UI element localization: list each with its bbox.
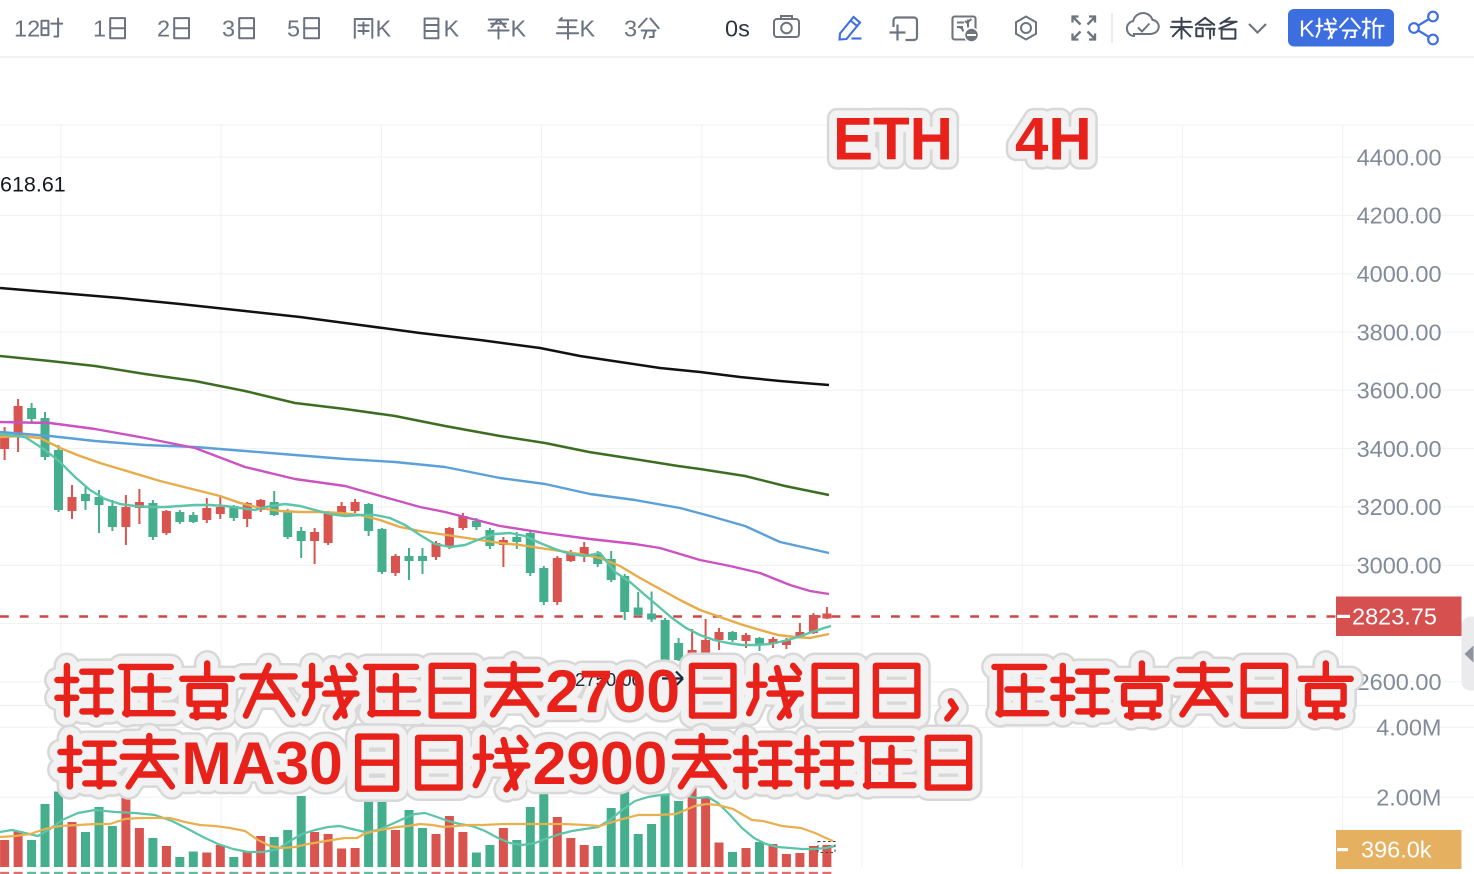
svg-text:2900: 2900: [533, 729, 668, 797]
svg-text:1: 1: [93, 16, 106, 42]
svg-text:3: 3: [222, 16, 235, 42]
svg-text:3000.00: 3000.00: [1357, 553, 1442, 579]
svg-text:0s: 0s: [725, 16, 750, 42]
svg-text:3200.00: 3200.00: [1357, 494, 1442, 520]
svg-text:3400.00: 3400.00: [1357, 436, 1442, 462]
svg-text:4400.00: 4400.00: [1357, 144, 1442, 170]
svg-text:K: K: [511, 16, 527, 42]
svg-text:K: K: [444, 16, 460, 42]
svg-text:ETH: ETH: [833, 106, 953, 173]
svg-text:ETH: ETH: [833, 106, 953, 173]
svg-text:2: 2: [157, 16, 170, 42]
svg-text:MA30: MA30: [181, 729, 342, 797]
svg-text:2750.00: 2750.00: [575, 669, 642, 690]
svg-text:5: 5: [287, 16, 300, 42]
svg-text:ETH: ETH: [833, 106, 953, 173]
svg-text:4H: 4H: [1015, 106, 1092, 173]
svg-text:MA30: MA30: [181, 729, 342, 797]
svg-text:3800.00: 3800.00: [1357, 319, 1442, 345]
svg-text:3: 3: [624, 16, 637, 42]
svg-text:2.00M: 2.00M: [1376, 784, 1441, 810]
svg-text:2700: 2700: [545, 657, 680, 725]
svg-text:2823.75: 2823.75: [1352, 604, 1437, 630]
svg-text:2600.00: 2600.00: [1357, 669, 1442, 695]
svg-text:2700: 2700: [545, 657, 680, 725]
svg-text:4000.00: 4000.00: [1357, 261, 1442, 287]
svg-text:2700: 2700: [545, 657, 680, 725]
svg-text:2900: 2900: [533, 729, 668, 797]
svg-text:K: K: [580, 16, 596, 42]
svg-text:K: K: [376, 16, 392, 42]
svg-text:4H: 4H: [1015, 106, 1092, 173]
svg-text:618.61: 618.61: [0, 173, 66, 197]
svg-text:K: K: [1299, 16, 1315, 42]
svg-text:4200.00: 4200.00: [1357, 203, 1442, 229]
svg-text:396.0k: 396.0k: [1361, 837, 1432, 863]
svg-text:3600.00: 3600.00: [1357, 378, 1442, 404]
svg-text:MA30: MA30: [181, 729, 342, 797]
svg-text:4H: 4H: [1015, 106, 1092, 173]
svg-text:12: 12: [14, 16, 40, 42]
svg-text:4.00M: 4.00M: [1376, 715, 1441, 741]
svg-text:2900: 2900: [533, 729, 668, 797]
